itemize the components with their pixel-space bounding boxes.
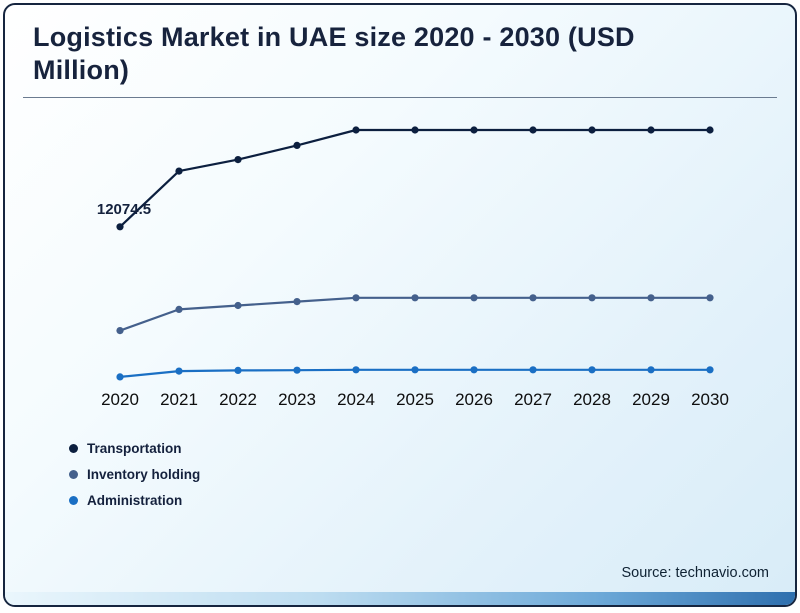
administration-dot-icon <box>69 495 78 505</box>
svg-text:2023: 2023 <box>278 390 316 409</box>
chart-title: Logistics Market in UAE size 2020 - 2030… <box>33 22 635 85</box>
bottom-gradient-strip <box>5 592 795 605</box>
svg-text:2024: 2024 <box>337 390 375 409</box>
legend-item-administration: Administration <box>69 493 795 508</box>
title-divider <box>23 96 777 98</box>
transportation-dot-icon <box>69 443 78 453</box>
legend-label: Administration <box>87 492 183 508</box>
svg-text:2020: 2020 <box>101 390 139 409</box>
svg-text:2028: 2028 <box>573 390 611 409</box>
legend-label: Transportation <box>87 440 182 456</box>
svg-text:2022: 2022 <box>219 390 257 409</box>
chart-area: 2020 2021 2022 2023 2024 2025 2026 2027 2028 2029… <box>25 102 795 419</box>
legend-label: Inventory holding <box>87 466 201 482</box>
chart-card: Logistics Market in UAE size 2020 - 2030… <box>3 3 797 607</box>
svg-text:2021: 2021 <box>160 390 198 409</box>
svg-text:2030: 2030 <box>691 390 729 409</box>
line-chart: 2020 2021 2022 2023 2024 2025 2026 2027 2028 2029… <box>97 126 729 409</box>
svg-text:2027: 2027 <box>514 390 552 409</box>
source-attribution: Source: technavio.com <box>621 565 770 581</box>
svg-text:2029: 2029 <box>632 390 670 409</box>
svg-text:2026: 2026 <box>455 390 493 409</box>
inventory-holding-dot-icon <box>69 469 78 479</box>
legend: Transportation Inventory holding Adminis… <box>69 441 795 508</box>
legend-item-transportation: Transportation <box>69 441 795 456</box>
svg-text:12074.5: 12074.5 <box>97 201 151 218</box>
svg-text:2025: 2025 <box>396 390 434 409</box>
legend-item-inventory-holding: Inventory holding <box>69 467 795 482</box>
